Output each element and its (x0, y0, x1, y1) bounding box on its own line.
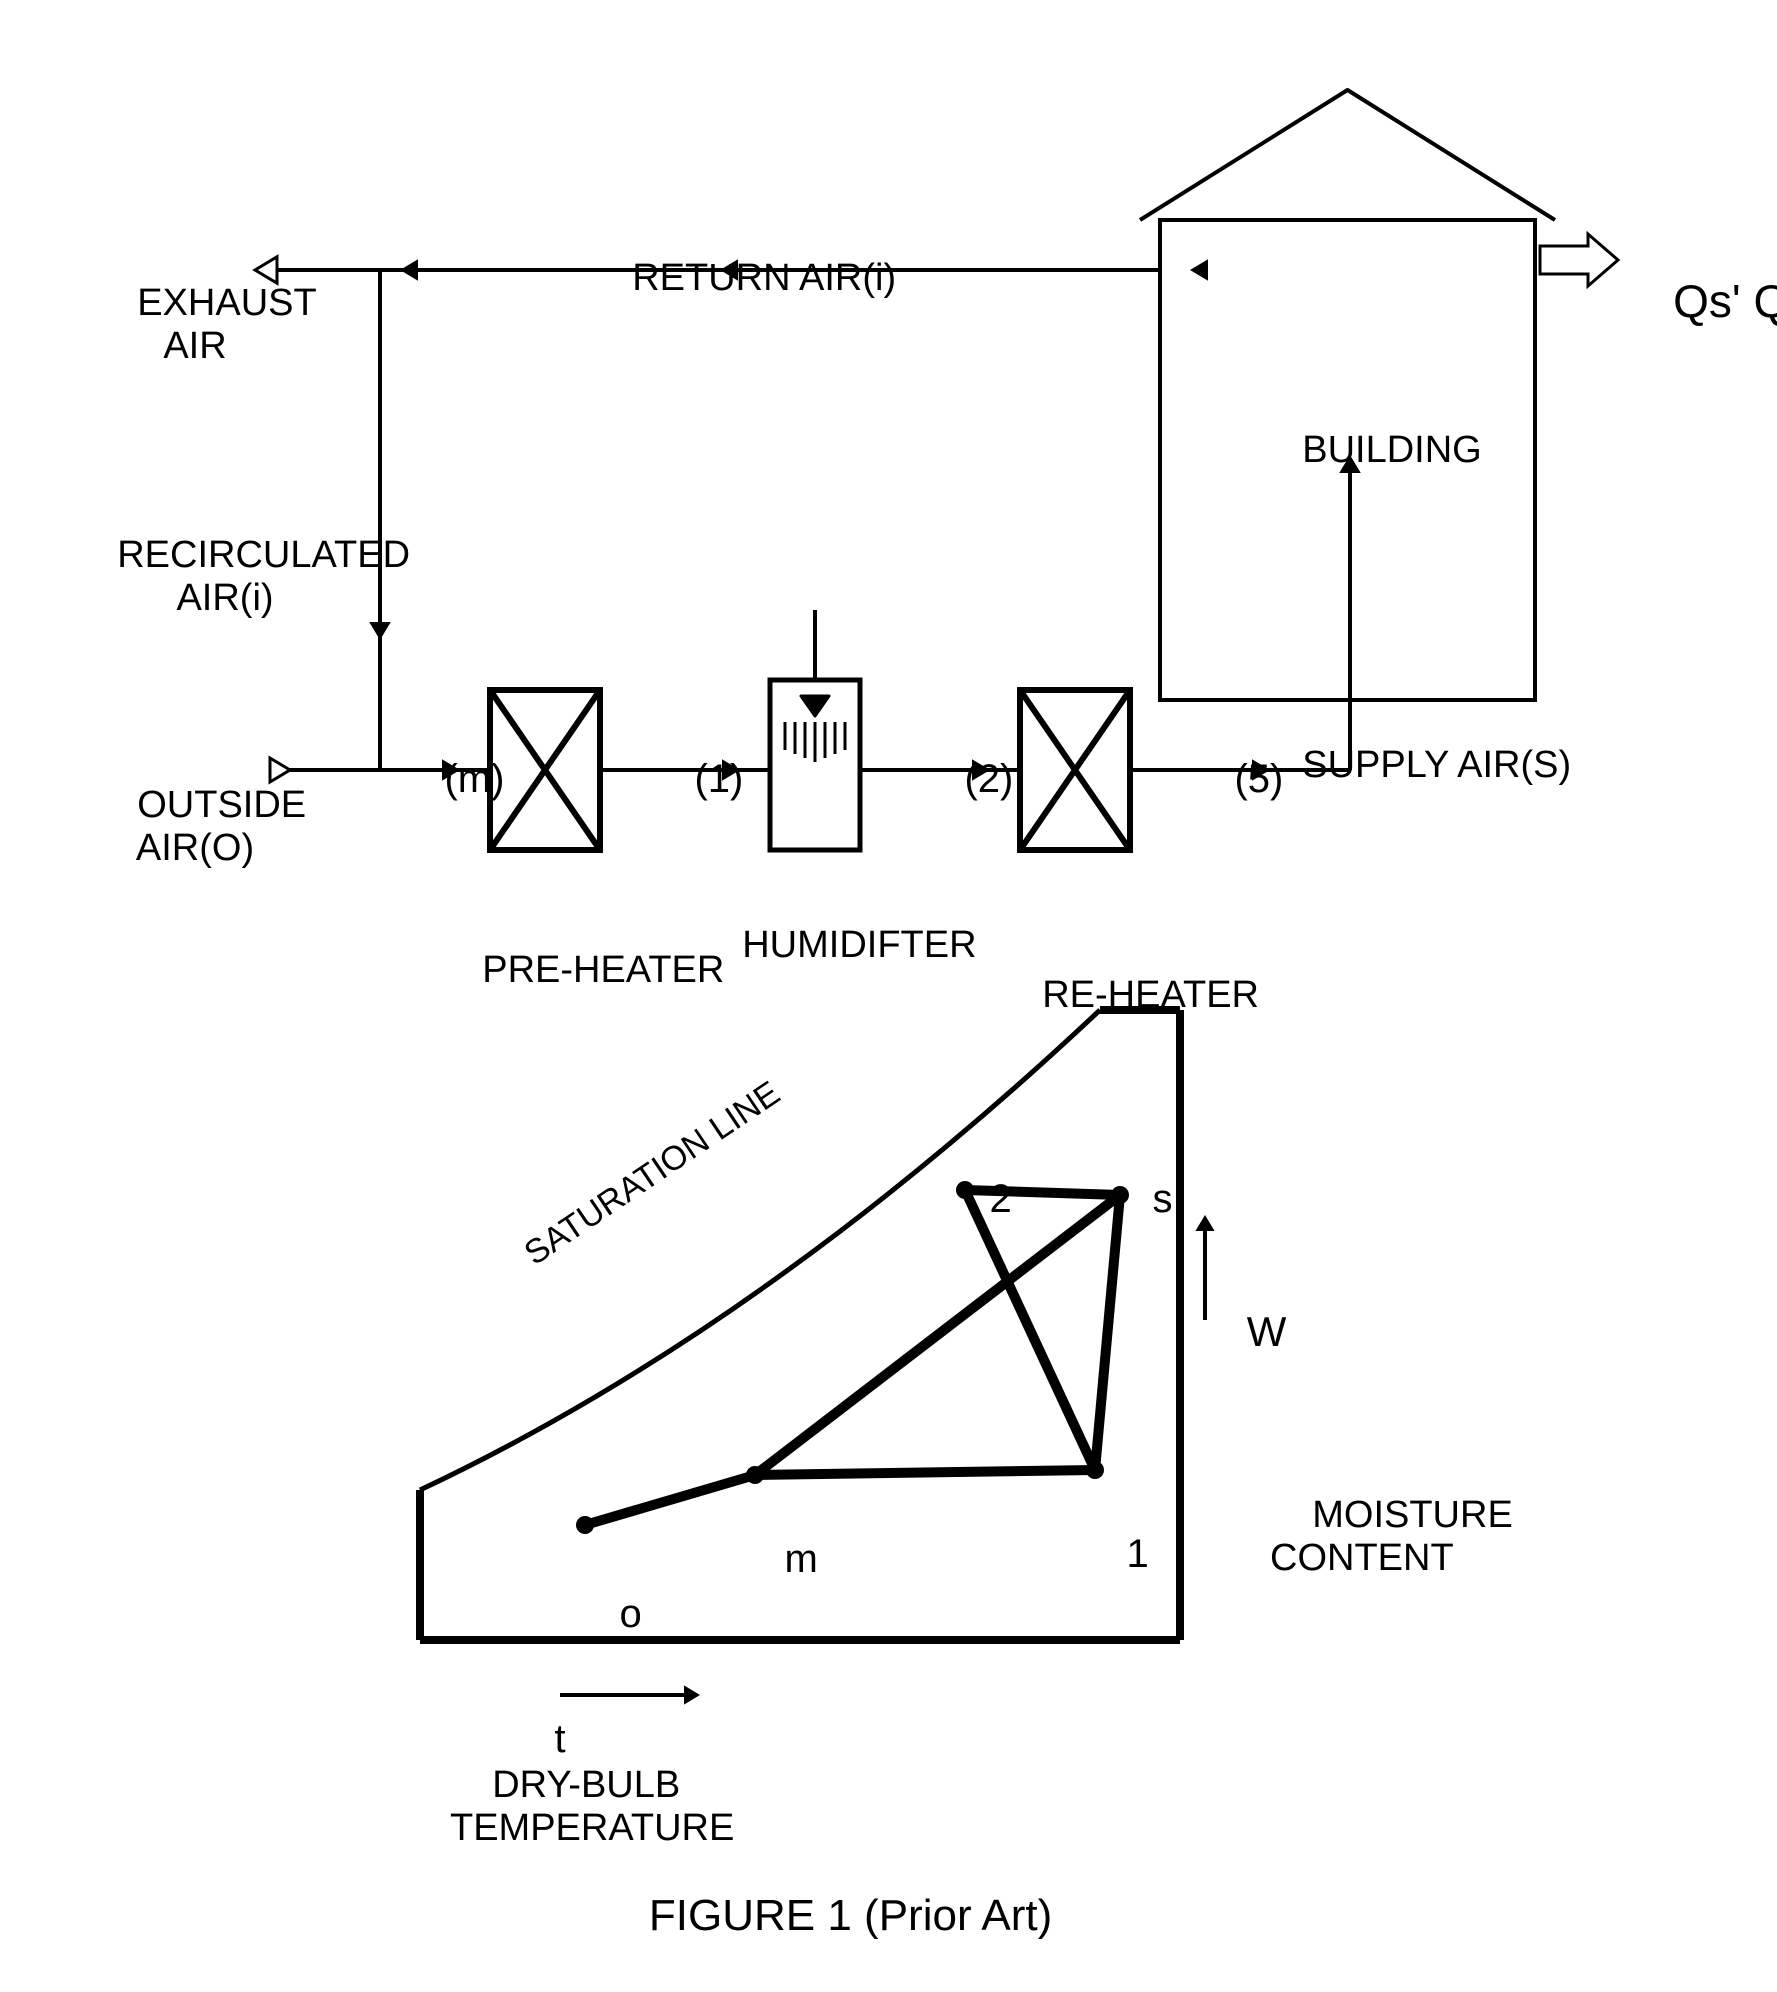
text-w: W (1247, 1308, 1287, 1355)
text-caption: FIGURE 1 (Prior Art) (649, 1891, 1052, 1940)
text-qs-qi: Qs' Qi (1673, 275, 1777, 327)
label-moisture-content: MOISTURE CONTENT (1270, 1450, 1490, 1625)
label-pre-heater: PRE-HEATER (440, 905, 724, 1036)
text-pm: m (784, 1537, 817, 1581)
text-outside-air: OUTSIDE AIR(O) (136, 784, 306, 870)
label-return-air: RETURN AIR(i) (590, 213, 896, 344)
label-state-1: (1) (650, 710, 743, 848)
text-state-1: (1) (694, 757, 743, 801)
label-recirculated-air: RECIRCULATED AIR(i) (75, 490, 375, 665)
text-ps: s (1152, 1177, 1172, 1221)
figure-stage: EXHAUST AIR RETURN AIR(i) Qs' Qi BUILDIN… (0, 0, 1777, 1916)
label-point-2: 2 (945, 1130, 1012, 1268)
label-building: BUILDING (1260, 385, 1482, 516)
label-state-2: (2) (920, 710, 1013, 848)
label-point-1: 1 (1082, 1485, 1149, 1623)
label-supply-air: SUPPLY AIR(S) (1260, 700, 1571, 831)
label-w-axis: W (1200, 1260, 1286, 1405)
label-state-m: (m) (400, 710, 504, 848)
text-state-5: (5) (1234, 757, 1283, 801)
text-state-2: (2) (964, 757, 1013, 801)
label-qs-qi: Qs' Qi (1622, 222, 1777, 381)
label-exhaust-air: EXHAUST AIR (95, 238, 295, 413)
text-supply-air: SUPPLY AIR(S) (1302, 744, 1571, 786)
text-return-air: RETURN AIR(i) (632, 257, 896, 299)
label-re-heater: RE-HEATER (1000, 930, 1259, 1061)
label-state-5: (5) (1190, 710, 1283, 848)
label-point-s: s (1108, 1130, 1172, 1268)
text-p2: 2 (989, 1177, 1011, 1221)
label-outside-air: OUTSIDE AIR(O) (95, 740, 295, 915)
text-po: o (619, 1592, 641, 1636)
text-exhaust-air: EXHAUST AIR (137, 282, 316, 368)
text-moisture: MOISTURE CONTENT (1270, 1494, 1513, 1580)
text-reheater: RE-HEATER (1042, 974, 1259, 1016)
text-preheater: PRE-HEATER (482, 949, 724, 991)
label-point-o: o (575, 1545, 642, 1683)
text-drybulb: DRY-BULB TEMPERATURE (450, 1764, 734, 1850)
label-point-m: m (740, 1490, 818, 1628)
text-state-m: (m) (444, 757, 504, 801)
text-recirc: RECIRCULATED AIR(i) (117, 534, 410, 620)
text-p1: 1 (1126, 1532, 1148, 1576)
text-humidifier: HUMIDIFTER (742, 924, 976, 966)
text-building: BUILDING (1302, 429, 1481, 471)
label-humidifier: HUMIDIFTER (700, 880, 977, 1011)
